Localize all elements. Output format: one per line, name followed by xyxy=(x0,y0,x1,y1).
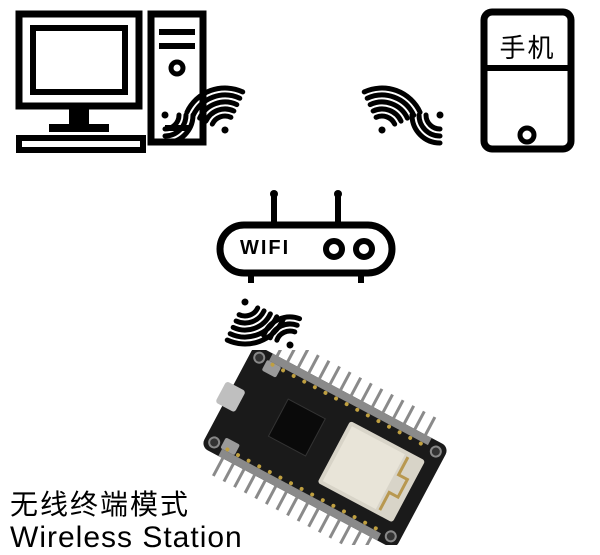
phone-node: 手机 xyxy=(480,8,575,158)
desktop-icon xyxy=(15,10,210,155)
router-label: WIFI xyxy=(240,237,290,260)
router-node: WIFI xyxy=(216,190,396,290)
caption-en: Wireless Station xyxy=(10,521,243,554)
caption-cn: 无线终端模式 xyxy=(10,490,243,521)
caption: 无线终端模式 Wireless Station xyxy=(10,490,243,554)
pc-node xyxy=(15,10,210,160)
wifi-signal-icon xyxy=(395,70,485,160)
phone-label: 手机 xyxy=(480,28,575,65)
wifi-signal-icon xyxy=(337,85,427,175)
